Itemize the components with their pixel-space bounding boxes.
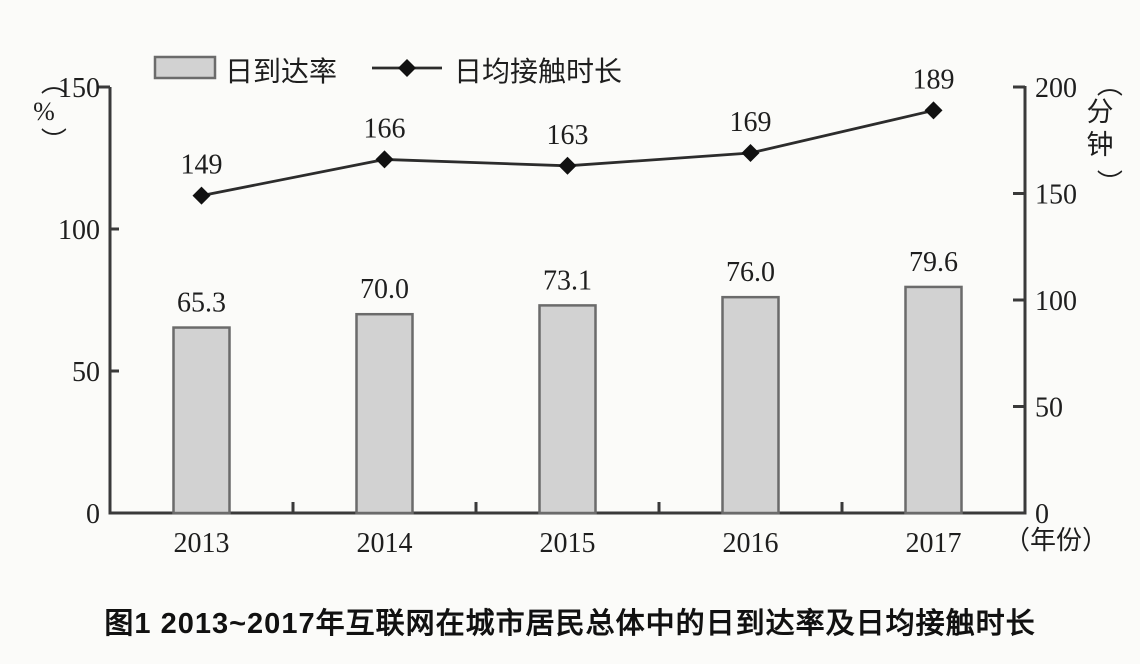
line-point-2016 xyxy=(741,144,760,163)
line-value-label: 166 xyxy=(364,113,406,144)
right-axis-tick-label: 100 xyxy=(1035,286,1077,317)
bar-value-label: 73.1 xyxy=(543,265,592,296)
right-axis-tick-label: 50 xyxy=(1035,393,1063,424)
x-axis-category-label: 2016 xyxy=(723,528,779,559)
right-axis-tick-label: 150 xyxy=(1035,180,1077,211)
x-axis-category-label: 2015 xyxy=(540,528,596,559)
combo-chart: 0 50 100 150 0 50 100 150 200 65.3 2013 70.0 2014 73.… xyxy=(33,55,1123,559)
right-axis-unit-label: 分 xyxy=(1087,97,1114,127)
bar-value-label: 79.6 xyxy=(909,247,958,278)
legend-label-line: 日均接触时长 xyxy=(454,56,622,88)
left-axis-tick-label: 150 xyxy=(58,73,100,104)
line-point-2017 xyxy=(924,101,943,120)
left-axis-tick-label: 50 xyxy=(72,357,100,388)
bar-2014 xyxy=(355,312,414,515)
right-axis-unit-label: 钟 xyxy=(1087,130,1114,160)
line-value-label: 163 xyxy=(547,120,589,151)
legend-label-bar: 日到达率 xyxy=(225,56,337,88)
bar-value-label: 76.0 xyxy=(726,257,775,288)
line-value-label: 149 xyxy=(181,150,223,181)
bar-2015 xyxy=(538,304,597,515)
line-point-2014 xyxy=(375,150,394,169)
line-value-label: 189 xyxy=(913,64,955,95)
bar-2013 xyxy=(172,326,231,515)
left-axis-unit-label: % xyxy=(33,97,55,126)
bar-value-label: 65.3 xyxy=(177,288,226,319)
bar-2016 xyxy=(721,295,780,515)
bar-2017 xyxy=(904,285,963,515)
right-axis-tick-label: 0 xyxy=(1035,499,1049,530)
left-axis-tick-label: 0 xyxy=(86,499,100,530)
legend-swatch-bar xyxy=(153,55,217,80)
left-axis-unit-paren: （ xyxy=(38,69,67,95)
x-axis-unit-label: （年份） xyxy=(1004,526,1108,555)
right-axis-tick-label: 200 xyxy=(1035,73,1077,104)
legend-swatch-diamond xyxy=(398,59,416,77)
line-point-2013 xyxy=(192,186,211,205)
bar-value-label: 70.0 xyxy=(360,274,409,305)
line-value-label: 169 xyxy=(730,107,772,138)
right-axis-unit-paren: ） xyxy=(1094,169,1123,195)
line-point-2015 xyxy=(558,156,577,175)
left-axis-tick-label: 100 xyxy=(58,215,100,246)
x-axis-category-label: 2014 xyxy=(357,528,413,559)
right-axis-unit-paren: （ xyxy=(1094,71,1123,97)
x-axis-category-label: 2013 xyxy=(174,528,230,559)
left-axis-unit-paren: ） xyxy=(38,127,67,153)
x-axis-category-label: 2017 xyxy=(906,528,962,559)
figure-caption: 图1 2013~2017年互联网在城市居民总体中的日到达率及日均接触时长 xyxy=(104,608,1036,640)
